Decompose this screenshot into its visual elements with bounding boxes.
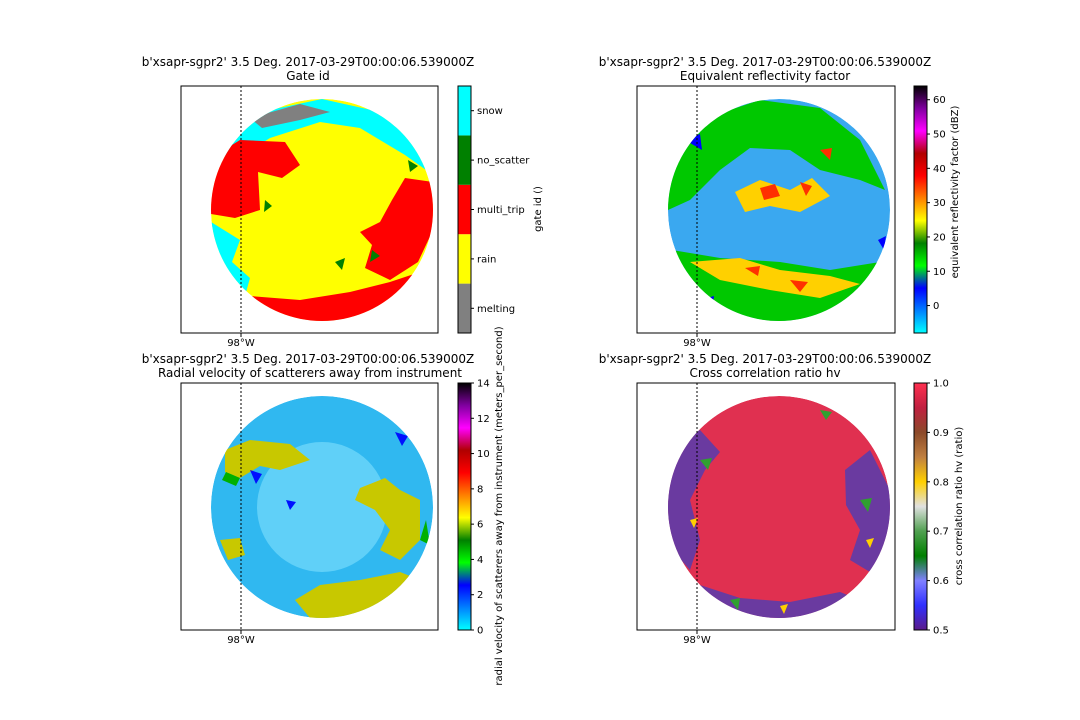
panel-2-radar-field (211, 396, 433, 618)
gate-multitrip-region-west (211, 140, 300, 218)
panel-1-colorbar: 0 10 20 30 40 50 60 (913, 85, 946, 334)
panel-1-title: b'xsapr-sgpr2' 3.5 Deg. 2017-03-29T00:00… (599, 55, 931, 69)
panel-3-title: b'xsapr-sgpr2' 3.5 Deg. 2017-03-29T00:00… (599, 352, 931, 366)
panel-gate-id: b'xsapr-sgpr2' 3.5 Deg. 2017-03-29T00:00… (142, 55, 544, 349)
colorbar-tick-label: 0.7 (933, 527, 949, 538)
colorbar-tick-label: 12 (477, 414, 490, 425)
panel-0-title: b'xsapr-sgpr2' 3.5 Deg. 2017-03-29T00:00… (142, 55, 474, 69)
panel-2-xtick-label: 98°W (227, 635, 255, 646)
panel-reflectivity: b'xsapr-sgpr2' 3.5 Deg. 2017-03-29T00:00… (599, 55, 961, 349)
colorbar-tick-label: 20 (933, 232, 946, 243)
colorbar-tick-label: 8 (477, 484, 483, 495)
panel-1-radar-field (668, 99, 890, 321)
vel-echo-west (220, 538, 245, 560)
colorbar-swatch-snow (458, 86, 471, 136)
rhohv-noisy-east (845, 450, 890, 575)
colorbar-tick-label: 0.5 (933, 626, 949, 637)
refl-weak-echo (668, 100, 885, 210)
panel-0-subtitle: Gate id (286, 69, 330, 83)
colorbar-swatch-rain (458, 234, 471, 284)
panel-3-colorbar: 0.5 0.6 0.7 0.8 0.9 1.0 (913, 379, 949, 637)
colorbar-tick-label: melting (477, 304, 515, 315)
panel-0-colorbar-label: gate id () (533, 186, 544, 232)
colorbar-gradient (913, 382, 928, 631)
panel-1-subtitle: Equivalent reflectivity factor (680, 69, 850, 83)
refl-moderate-band-2 (690, 258, 860, 298)
panel-2-colorbar: 0 2 4 6 8 10 12 14 (457, 379, 490, 637)
colorbar-tick-label: 0.8 (933, 477, 949, 488)
panel-2-colorbar-label: radial velocity of scatterers away from … (494, 326, 505, 685)
panel-1-xtick-label: 98°W (683, 338, 711, 349)
colorbar-tick-label: 0.9 (933, 428, 949, 439)
colorbar-tick-label: no_scatter (477, 156, 530, 167)
colorbar-tick-label: 50 (933, 130, 946, 141)
panel-cross-correlation: b'xsapr-sgpr2' 3.5 Deg. 2017-03-29T00:00… (599, 352, 965, 646)
panel-3-colorbar-label: cross correlation ratio hv (ratio) (954, 427, 965, 586)
panel-2-title: b'xsapr-sgpr2' 3.5 Deg. 2017-03-29T00:00… (142, 352, 474, 366)
colorbar-tick-label: 0 (933, 301, 939, 312)
colorbar-tick-label: 1.0 (933, 379, 949, 390)
vel-inner-light (257, 442, 387, 572)
colorbar-swatch-melting (458, 283, 471, 333)
colorbar-tick-label: 30 (933, 198, 946, 209)
panel-3-subtitle: Cross correlation ratio hv (689, 366, 840, 380)
panel-3-xtick-label: 98°W (683, 635, 711, 646)
vel-echo-east (355, 478, 420, 560)
colorbar-tick-label: 10 (477, 449, 490, 460)
colorbar-tick-label: 2 (477, 590, 483, 601)
vel-echo-nw (225, 440, 310, 478)
colorbar-tick-label: 0.6 (933, 576, 949, 587)
colorbar-tick-label: multi_trip (477, 205, 525, 216)
colorbar-gradient (913, 85, 928, 334)
panel-0-colorbar: melting rain multi_trip no_scatter snow (457, 85, 530, 334)
colorbar-tick-label: 6 (477, 520, 483, 531)
colorbar-tick-label: 0 (477, 626, 483, 637)
colorbar-tick-label: rain (477, 254, 496, 265)
colorbar-tick-label: snow (477, 106, 503, 117)
rhohv-background (668, 396, 890, 618)
colorbar-swatch-no_scatter (458, 135, 471, 185)
colorbar-tick-label: 4 (477, 555, 483, 566)
colorbar-frame (457, 85, 472, 334)
gate-multitrip-region-east (360, 178, 433, 280)
colorbar-tick-label: 14 (477, 379, 490, 390)
colorbar-tick-label: 10 (933, 267, 946, 278)
colorbar-tick-label: 60 (933, 95, 946, 106)
colorbar-gradient (457, 382, 472, 631)
panel-velocity: b'xsapr-sgpr2' 3.5 Deg. 2017-03-29T00:00… (142, 326, 505, 685)
panel-1-colorbar-label: equivalent reflectivity factor (dBZ) (950, 106, 961, 279)
panel-2-subtitle: Radial velocity of scatterers away from … (158, 366, 462, 380)
colorbar-tick-label: 40 (933, 164, 946, 175)
colorbar-swatch-multi_trip (458, 184, 471, 235)
panel-0-radar-field (211, 99, 433, 321)
panel-0-xtick-label: 98°W (227, 338, 255, 349)
gate-nonscatter-edge (250, 104, 330, 128)
